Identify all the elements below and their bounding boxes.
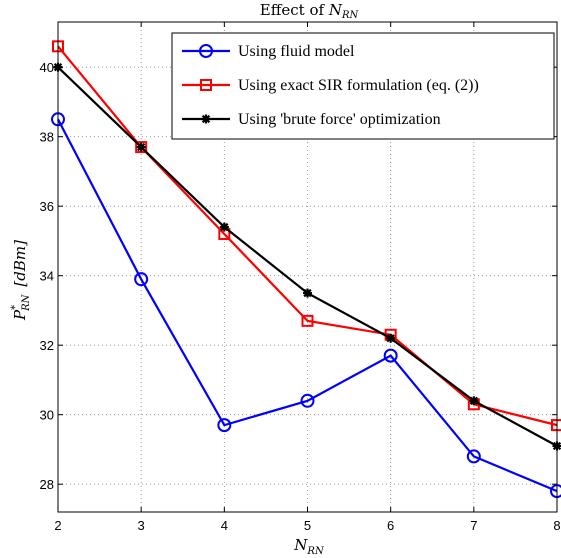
xlabel-symbol: N — [293, 536, 308, 554]
ylabel-symbol: P — [11, 309, 29, 321]
data-point — [136, 142, 146, 152]
y-tick-label: 36 — [40, 199, 54, 214]
ylabel-subscript: RN — [21, 293, 32, 312]
title-symbol: N — [328, 1, 343, 19]
data-point — [466, 449, 481, 464]
x-tick-label: 2 — [54, 518, 61, 533]
plot-frame — [57, 21, 558, 513]
legend-label: Using fluid model — [238, 43, 355, 60]
y-tick-label: 30 — [40, 408, 54, 423]
title-subscript: RN — [341, 10, 360, 21]
legend-item: Using exact SIR formulation (eq. (2)) — [182, 77, 479, 94]
x-tick-label: 6 — [387, 518, 394, 533]
y-tick-label: 28 — [40, 477, 54, 492]
x-tick-label: 3 — [138, 518, 145, 533]
ylabel-unit: [dBm] — [11, 240, 29, 287]
legend-marker — [201, 114, 211, 124]
xlabel-subscript: RN — [306, 546, 325, 557]
data-point — [301, 314, 314, 327]
data-point — [217, 418, 232, 433]
data-point — [134, 272, 149, 287]
data-point — [386, 333, 396, 343]
x-tick-label: 7 — [470, 518, 477, 533]
legend-item: Using 'brute force' optimization — [182, 111, 441, 128]
legend-box — [171, 32, 555, 140]
data-point — [469, 396, 479, 406]
data-point — [135, 141, 148, 154]
y-axis-label: P*RN [dBm] — [10, 240, 32, 321]
legend-marker — [199, 44, 213, 58]
title-prefix: Effect of — [260, 1, 329, 19]
series-line — [57, 118, 558, 493]
x-axis-label: NRN — [293, 536, 325, 557]
x-tick-label: 4 — [221, 518, 228, 533]
x-tick-label: 5 — [304, 518, 311, 533]
legend-marker — [200, 79, 212, 91]
y-tick-label: 34 — [40, 269, 54, 284]
data-point — [303, 288, 312, 298]
data-point — [219, 222, 229, 232]
legend-label: Using 'brute force' optimization — [238, 111, 441, 128]
legend-label: Using exact SIR formulation (eq. (2)) — [238, 77, 479, 94]
data-point — [300, 393, 315, 408]
ylabel-superscript: * — [10, 305, 21, 310]
y-tick-label: 40 — [40, 60, 54, 75]
chart-title: Effect of NRN — [260, 1, 360, 21]
legend-item: Using fluid model — [182, 43, 355, 60]
y-tick-label: 32 — [40, 338, 54, 353]
legend: Using fluid model Using exact SIR formula… — [171, 32, 555, 140]
y-tick-label: 38 — [40, 130, 54, 145]
data-point — [383, 348, 398, 363]
x-tick-label: 8 — [553, 518, 560, 533]
